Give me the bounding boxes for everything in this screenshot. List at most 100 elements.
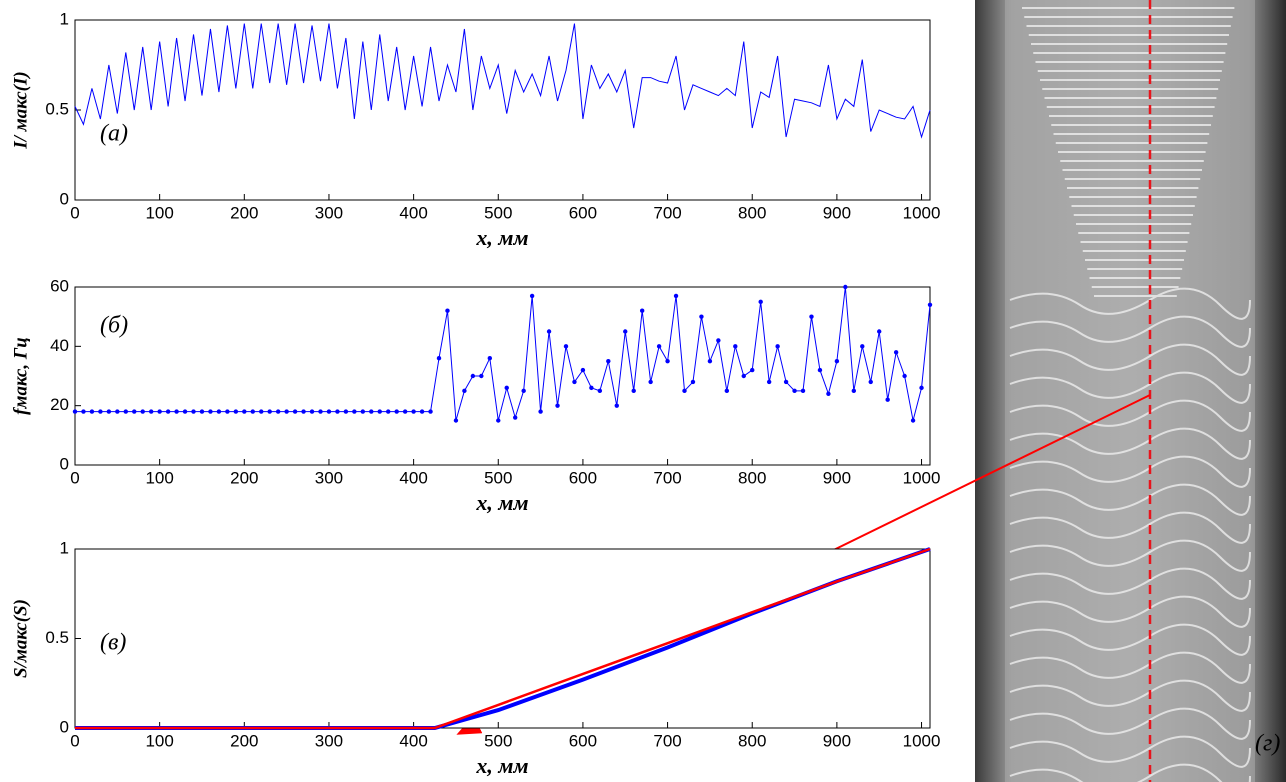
point: [792, 388, 797, 394]
point: [639, 308, 645, 313]
point: [910, 418, 916, 423]
point: [72, 409, 78, 414]
point: [538, 409, 543, 414]
point: [318, 409, 323, 414]
point: [631, 388, 636, 394]
panel-label: (а): [100, 121, 128, 147]
y-axis-label: I/ макс(I): [10, 71, 31, 149]
point: [724, 388, 730, 394]
x-tick-label: 600: [569, 203, 597, 222]
x-tick-label: 900: [823, 731, 851, 750]
point: [132, 409, 137, 414]
stripe: [1009, 567, 1251, 600]
point: [893, 350, 899, 355]
x-tick-label: 300: [315, 468, 343, 487]
x-tick-label: 100: [145, 468, 173, 487]
x-tick-label: 600: [569, 731, 597, 750]
panel-label: (г): [1255, 731, 1280, 757]
x-tick-label: 300: [315, 203, 343, 222]
point: [766, 379, 772, 385]
point: [292, 409, 298, 414]
point: [919, 385, 924, 391]
point: [462, 388, 467, 394]
point: [233, 409, 239, 414]
point: [309, 409, 315, 414]
x-tick-label: 0: [70, 468, 79, 487]
point: [343, 409, 349, 414]
point: [614, 403, 619, 408]
point: [208, 409, 213, 414]
point: [572, 379, 577, 385]
point: [174, 409, 179, 414]
point: [665, 358, 670, 364]
point: [182, 409, 188, 414]
point: [741, 373, 746, 379]
point: [716, 338, 721, 343]
y-tick-label: 0.5: [45, 99, 69, 118]
point: [902, 373, 907, 379]
point: [800, 388, 806, 394]
x-tick-label: 900: [823, 468, 851, 487]
point: [606, 358, 611, 364]
point: [191, 409, 196, 414]
point: [690, 379, 696, 385]
point: [242, 409, 247, 414]
point: [783, 379, 789, 385]
panel-label: (б): [100, 313, 128, 339]
point: [843, 284, 848, 290]
y-tick-label: 1: [60, 9, 69, 28]
panel-label: (в): [100, 630, 126, 656]
point: [877, 329, 882, 334]
y-tick-label: 0: [60, 189, 69, 208]
stripe: [1009, 511, 1251, 544]
point: [123, 409, 128, 414]
point: [597, 388, 603, 394]
x-tick-label: 200: [230, 468, 258, 487]
stripe: [1009, 315, 1251, 348]
x-tick-label: 0: [70, 203, 79, 222]
point: [326, 409, 332, 414]
point: [496, 418, 501, 423]
x-tick-label: 1000: [903, 468, 941, 487]
point: [733, 344, 738, 349]
x-tick-label: 700: [653, 731, 681, 750]
point: [512, 415, 518, 420]
point: [758, 299, 763, 305]
point: [140, 409, 145, 414]
x-tick-label: 1000: [903, 203, 941, 222]
point: [834, 358, 840, 364]
point: [428, 409, 433, 414]
plot-area: [74, 286, 931, 466]
point: [250, 409, 255, 414]
x-tick-label: 400: [399, 731, 427, 750]
plot-area: [74, 19, 931, 201]
point: [89, 409, 95, 414]
point: [487, 356, 493, 361]
point: [648, 379, 653, 385]
point: [555, 403, 560, 408]
point: [673, 293, 679, 299]
point: [369, 409, 374, 414]
y-tick-label: 0: [60, 717, 69, 736]
point: [479, 373, 484, 379]
point: [656, 344, 662, 349]
x-tick-label: 1000: [903, 731, 941, 750]
series-line: [75, 547, 931, 730]
point: [580, 367, 586, 373]
point: [259, 409, 264, 414]
point: [419, 409, 425, 414]
point: [885, 397, 890, 402]
point: [750, 367, 755, 373]
y-axis-label: fмакс, Гц: [10, 337, 31, 415]
x-tick-label: 400: [399, 203, 427, 222]
x-tick-label: 200: [230, 203, 258, 222]
stripe: [1009, 763, 1251, 782]
point: [868, 379, 873, 385]
point: [860, 344, 865, 349]
series-line: [74, 23, 931, 139]
x-tick-label: 100: [145, 731, 173, 750]
x-tick-label: 600: [569, 468, 597, 487]
x-tick-label: 300: [315, 731, 343, 750]
x-tick-label: 100: [145, 203, 173, 222]
x-tick-label: 800: [738, 203, 766, 222]
